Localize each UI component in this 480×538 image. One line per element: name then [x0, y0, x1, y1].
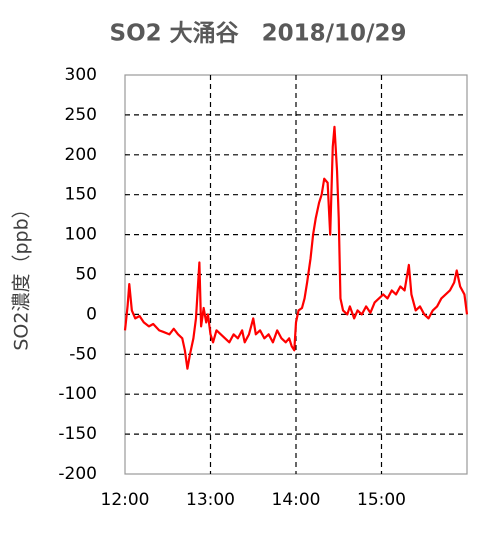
y-tick-label: 250	[65, 105, 97, 125]
y-tick-label: 100	[65, 225, 97, 245]
y-tick-label: 150	[65, 185, 97, 205]
x-tick-label: 14:00	[272, 490, 321, 510]
y-tick-label: 200	[65, 145, 97, 165]
x-tick-label: 15:00	[357, 490, 406, 510]
y-tick-label: 300	[65, 65, 97, 85]
y-tick-label: -150	[58, 424, 97, 444]
y-tick-label: 50	[75, 265, 97, 285]
y-tick-label: 0	[86, 304, 97, 324]
y-axis-label: SO2濃度（ppb）	[11, 199, 33, 350]
x-tick-label: 13:00	[186, 490, 235, 510]
chart-title: SO2 大涌谷 2018/10/29	[110, 21, 407, 47]
y-tick-label: -100	[58, 384, 97, 404]
x-tick-label: 12:00	[101, 490, 150, 510]
y-tick-label: -50	[69, 344, 97, 364]
y-tick-label: -200	[58, 464, 97, 484]
data-line	[123, 125, 469, 370]
